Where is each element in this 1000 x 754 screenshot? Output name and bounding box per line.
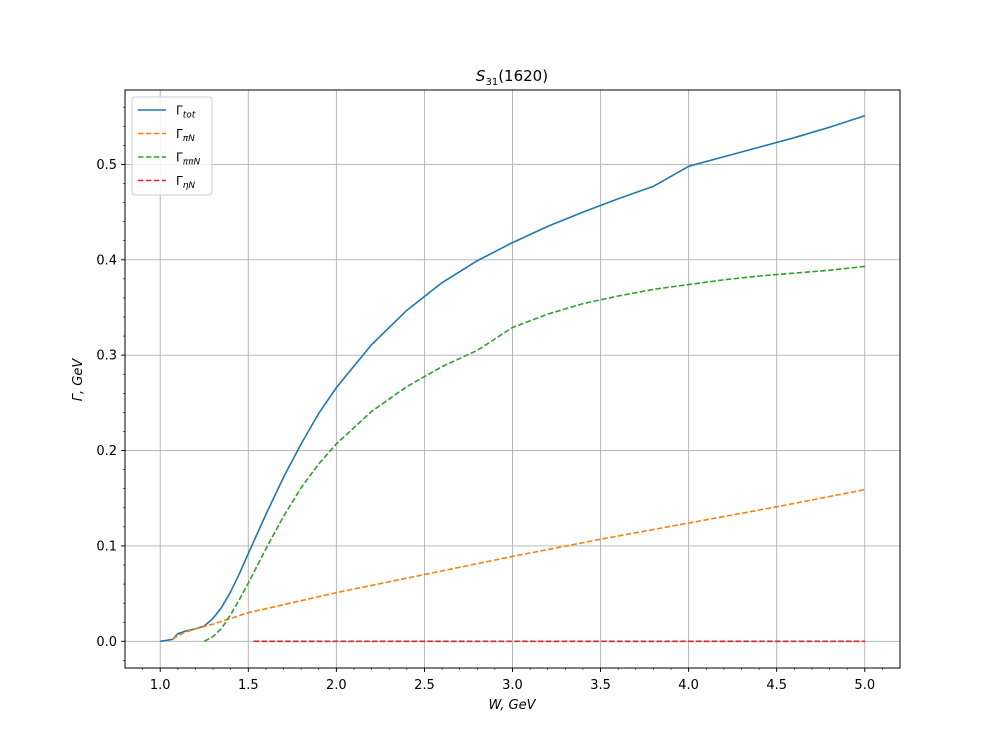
x-tick-label: 1.0: [150, 678, 171, 693]
x-tick-label: 3.5: [590, 678, 611, 693]
chart-title: S31(1620): [476, 67, 548, 88]
legend-label: Γtot: [176, 104, 196, 121]
legend-box: [131, 96, 213, 196]
y-tick-label: 0.0: [96, 635, 117, 650]
y-tick-label: 0.1: [96, 539, 117, 554]
y-tick-label: 0.3: [96, 349, 117, 364]
legend: Γtot ΓπN ΓππN ΓηN: [131, 96, 213, 196]
series-layer: [160, 114, 866, 643]
x-tick-label: 4.0: [678, 678, 699, 693]
axis-ticks: 1.0 1.5 2.0 2.5 3.0 3.5 4.0 4.5 5.0 0.0 0.1 0.2 0.3 0…: [96, 106, 883, 693]
x-tick-label: 2.0: [326, 678, 347, 693]
chart-title-sub: 31: [485, 77, 498, 88]
x-axis-label: W, GeV: [488, 698, 536, 713]
y-tick-label: 0.4: [96, 253, 117, 268]
legend-label: ΓηN: [176, 174, 195, 191]
series-line-N-2: [203, 265, 865, 642]
x-tick-label: 5.0: [854, 678, 875, 693]
y-axis-label: Γ, GeV: [71, 358, 86, 402]
series-line-N-1: [172, 488, 865, 641]
x-tick-label: 3.0: [502, 678, 523, 693]
x-tick-label: 4.5: [766, 678, 787, 693]
x-tick-label: 2.5: [414, 678, 435, 693]
x-tick-label: 1.5: [238, 678, 259, 693]
legend-label: ΓππN: [176, 151, 201, 168]
chart-title-main: S: [476, 67, 486, 85]
legend-label: ΓπN: [176, 127, 195, 144]
chart-title-rest: (1620): [498, 67, 548, 85]
y-tick-label: 0.2: [96, 444, 117, 459]
y-tick-label: 0.5: [96, 158, 117, 173]
